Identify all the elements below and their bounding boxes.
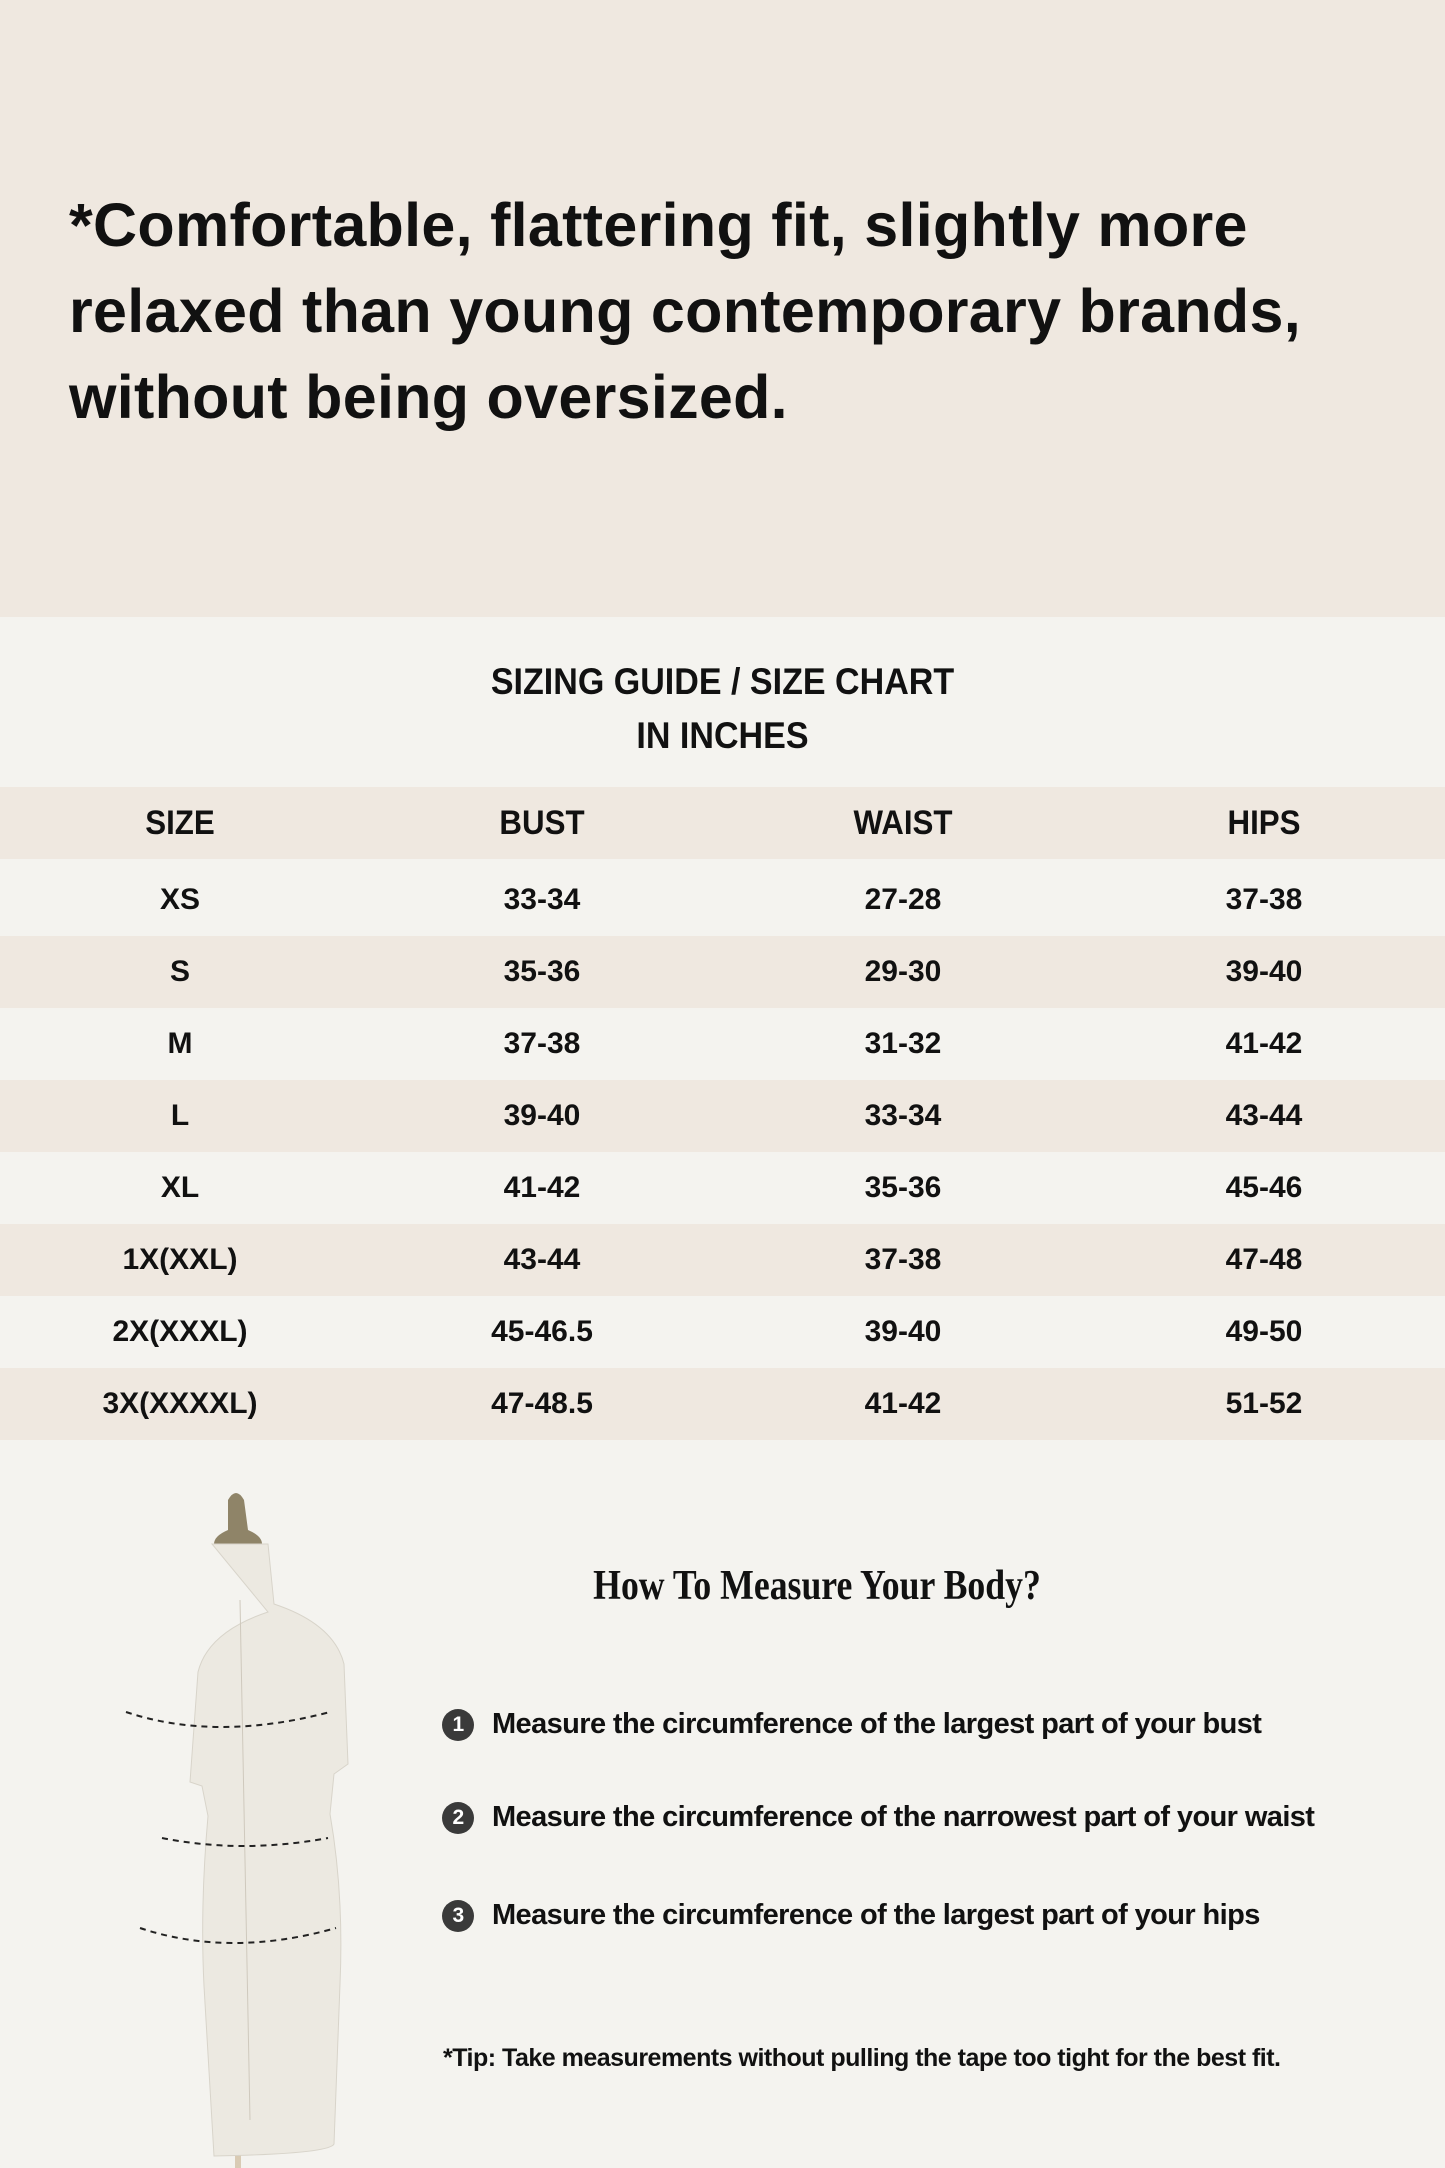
table-row: 1X(XXL) 43-44 37-38 47-48: [0, 1224, 1445, 1296]
size-chart-title: SIZING GUIDE / SIZE CHART IN INCHES: [58, 655, 1387, 763]
table-cell: 1X(XXL): [122, 1243, 238, 1276]
table-cell: XL: [160, 1171, 200, 1204]
table-cell: S: [169, 955, 190, 988]
step-number-icon: 1: [442, 1708, 474, 1741]
intro-headline: *Comfortable, flattering fit, slightly m…: [69, 191, 1301, 431]
column-header: WAIST: [853, 803, 953, 842]
table-header: SIZE BUST WAIST HIPS: [0, 787, 1445, 859]
table-cell: XS: [159, 883, 201, 916]
table-cell: 45-46: [1225, 1171, 1303, 1204]
mannequin-illustration: [125, 1493, 349, 2168]
table-cell: 47-48.5: [491, 1387, 593, 1420]
table-cell: 31-32: [864, 1027, 942, 1060]
table-cell: 41-42: [1225, 1027, 1303, 1060]
table-cell: 37-38: [503, 1027, 581, 1060]
table-cell: 51-52: [1225, 1387, 1303, 1420]
measure-title: How To Measure Your Body?: [593, 1563, 1041, 1609]
measure-step: 3 Measure the circumference of the large…: [442, 1899, 1260, 1932]
table-cell: 35-36: [864, 1171, 942, 1204]
table-cell: 37-38: [864, 1243, 942, 1276]
table-cell: 41-42: [503, 1171, 581, 1204]
measure-step: 1 Measure the circumference of the large…: [442, 1708, 1262, 1741]
table-cell: 43-44: [1225, 1099, 1303, 1132]
table-cell: 33-34: [864, 1099, 942, 1132]
table-cell: 29-30: [864, 955, 942, 988]
step-number-icon: 3: [442, 1899, 474, 1932]
table-cell: 3X(XXXXL): [102, 1387, 258, 1420]
column-header: BUST: [499, 803, 585, 842]
tip-text: *Tip: Take measurements without pulling …: [443, 2044, 1281, 2072]
table-cell: L: [170, 1099, 190, 1132]
table-cell: M: [167, 1027, 193, 1060]
step-text: Measure the circumference of the largest…: [492, 1899, 1260, 1931]
title-line-2: IN INCHES: [636, 715, 809, 756]
table-row: L 39-40 33-34 43-44: [0, 1080, 1445, 1152]
table-cell: 35-36: [503, 955, 581, 988]
table-cell: 39-40: [864, 1315, 942, 1348]
table-row: S 35-36 29-30 39-40: [0, 936, 1445, 1008]
step-text: Measure the circumference of the narrowe…: [492, 1801, 1315, 1833]
table-row: M 37-38 31-32 41-42: [0, 1008, 1445, 1080]
table-row: 3X(XXXXL) 47-48.5 41-42 51-52: [0, 1368, 1445, 1440]
table-row: XS 33-34 27-28 37-38: [0, 864, 1445, 936]
title-line-1: SIZING GUIDE / SIZE CHART: [490, 661, 955, 702]
table-cell: 33-34: [503, 883, 581, 916]
measure-step: 2 Measure the circumference of the narro…: [442, 1801, 1315, 1834]
table-row: XL 41-42 35-36 45-46: [0, 1152, 1445, 1224]
step-text: Measure the circumference of the largest…: [492, 1708, 1262, 1740]
table-cell: 47-48: [1225, 1243, 1303, 1276]
table-cell: 41-42: [864, 1387, 942, 1420]
table-cell: 2X(XXXL): [112, 1315, 248, 1348]
table-cell: 49-50: [1225, 1315, 1303, 1348]
table-row: 2X(XXXL) 45-46.5 39-40 49-50: [0, 1296, 1445, 1368]
intro-banner: *Comfortable, flattering fit, slightly m…: [0, 0, 1445, 617]
step-number-icon: 2: [442, 1801, 474, 1834]
table-cell: 45-46.5: [491, 1315, 593, 1348]
table-cell: 27-28: [864, 883, 942, 916]
table-cell: 37-38: [1225, 883, 1303, 916]
table-cell: 39-40: [1225, 955, 1303, 988]
column-header: HIPS: [1227, 803, 1301, 842]
table-cell: 43-44: [503, 1243, 581, 1276]
column-header: SIZE: [145, 803, 215, 842]
table-cell: 39-40: [503, 1099, 581, 1132]
